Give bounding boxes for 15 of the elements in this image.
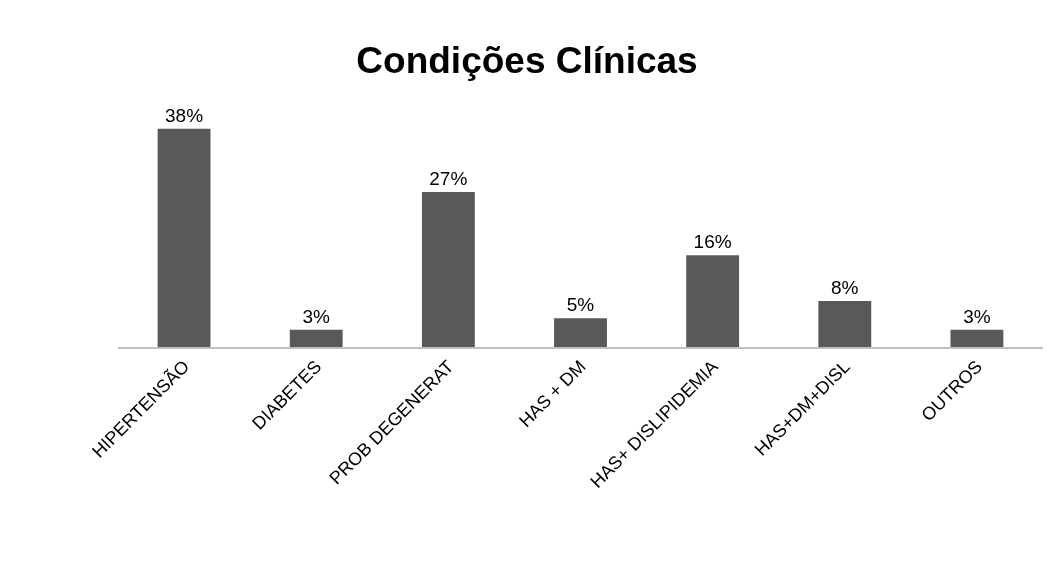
chart-title: Condições Clínicas [356,39,698,81]
bar [686,255,740,347]
data-label: 27% [429,167,468,189]
data-label: 5% [566,294,595,316]
data-label: 38% [165,104,204,126]
data-label: 3% [963,305,991,327]
bar [157,128,211,347]
bar [950,329,1004,347]
bar [421,191,475,347]
bar [818,301,872,347]
bar [289,329,343,347]
data-label: 8% [831,277,859,299]
data-label: 16% [693,231,732,253]
bar [554,318,607,347]
data-label: 3% [302,305,330,327]
